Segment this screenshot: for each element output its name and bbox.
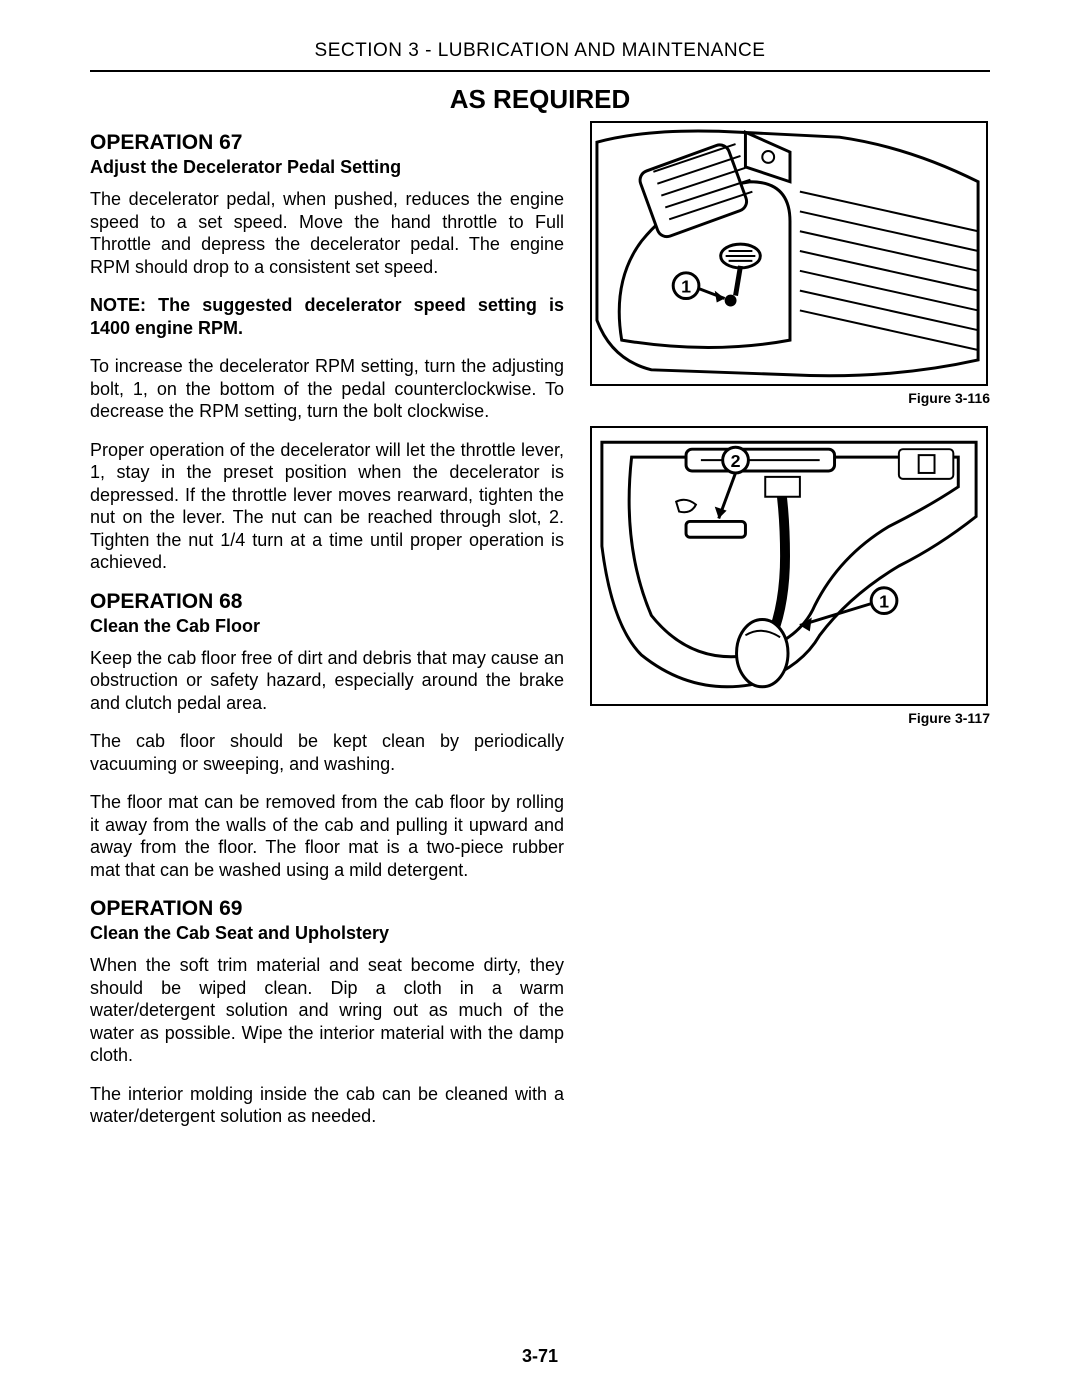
figure-116: 1 [590, 121, 988, 386]
op67-p2: To increase the decelerator RPM setting,… [90, 355, 564, 423]
op69-p1: When the soft trim material and seat bec… [90, 954, 564, 1067]
fig117-callout-2: 2 [731, 451, 741, 471]
op67-subheading: Adjust the Decelerator Pedal Setting [90, 157, 564, 178]
figure-116-illustration: 1 [592, 121, 986, 386]
op67-p1: The decelerator pedal, when pushed, redu… [90, 188, 564, 278]
fig117-callout-1: 1 [879, 592, 889, 612]
section-header: SECTION 3 - LUBRICATION AND MAINTENANCE [90, 40, 990, 72]
figure-117: 2 1 [590, 426, 988, 706]
op69-p2: The interior molding inside the cab can … [90, 1083, 564, 1128]
op67-heading: OPERATION 67 [90, 131, 564, 155]
op68-p1: Keep the cab floor free of dirt and debr… [90, 647, 564, 715]
op67-note: NOTE: The suggested decelerator speed se… [90, 294, 564, 339]
figure-117-illustration: 2 1 [592, 426, 986, 706]
two-column-layout: OPERATION 67 Adjust the Decelerator Peda… [90, 121, 990, 1144]
figure-117-caption: Figure 3-117 [590, 710, 990, 726]
page-number: 3-71 [0, 1346, 1080, 1367]
left-column: OPERATION 67 Adjust the Decelerator Peda… [90, 121, 564, 1144]
op68-p3: The floor mat can be removed from the ca… [90, 791, 564, 881]
op68-subheading: Clean the Cab Floor [90, 616, 564, 637]
op68-heading: OPERATION 68 [90, 590, 564, 614]
op69-heading: OPERATION 69 [90, 897, 564, 921]
page: SECTION 3 - LUBRICATION AND MAINTENANCE … [0, 0, 1080, 1397]
op68-p2: The cab floor should be kept clean by pe… [90, 730, 564, 775]
op69-subheading: Clean the Cab Seat and Upholstery [90, 923, 564, 944]
right-column: 1 Figure 3-116 [590, 121, 990, 1144]
fig116-callout-1: 1 [681, 277, 691, 297]
op67-p3: Proper operation of the decelerator will… [90, 439, 564, 574]
figure-116-caption: Figure 3-116 [590, 390, 990, 406]
as-required-title: AS REQUIRED [90, 84, 990, 115]
